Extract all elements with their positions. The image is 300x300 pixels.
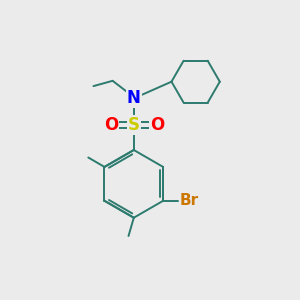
Text: O: O — [150, 116, 164, 134]
Text: O: O — [104, 116, 118, 134]
Text: N: N — [127, 89, 141, 107]
Text: Br: Br — [180, 193, 199, 208]
Text: S: S — [128, 116, 140, 134]
